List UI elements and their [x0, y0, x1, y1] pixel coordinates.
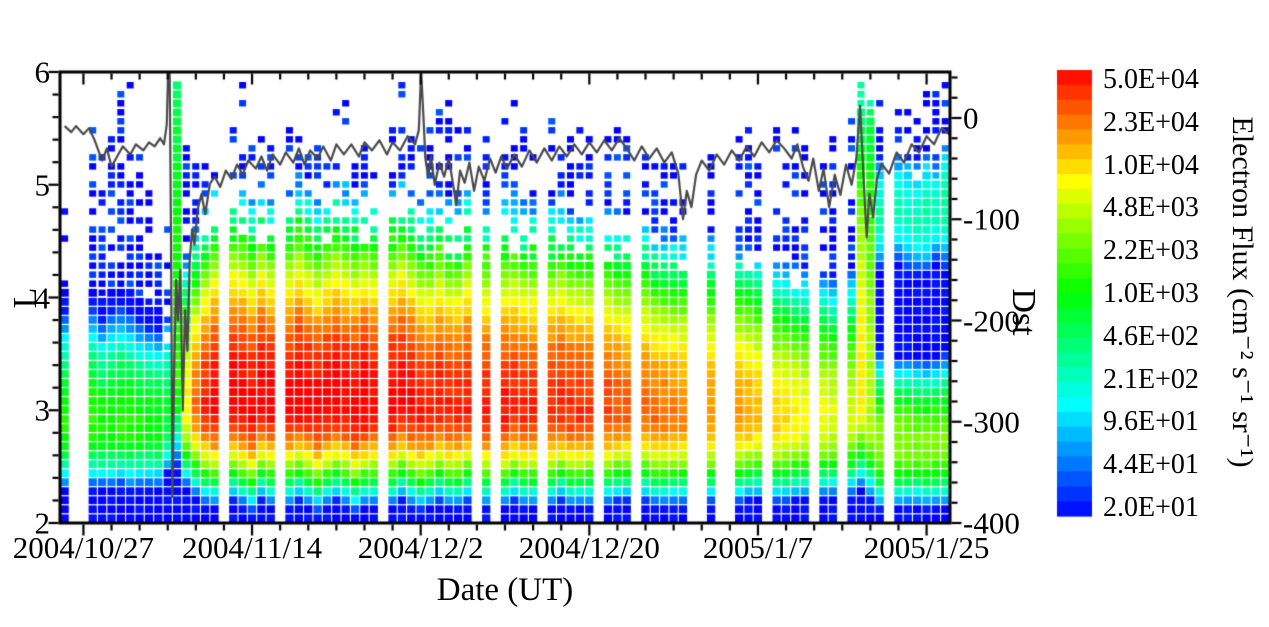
l-tick-label: 2 — [34, 505, 51, 541]
colorbar-tick-label: 4.4E+01 — [1103, 449, 1199, 481]
colorbar-tick-label: 2.0E+01 — [1103, 492, 1199, 523]
dst-tick-label: -200 — [963, 303, 1020, 338]
colorbar-tick-label: 2.1E+02 — [1103, 363, 1199, 395]
l-tick-label: 5 — [34, 167, 51, 203]
dst-tick-label: 0 — [963, 100, 979, 136]
date-axis-label: Date (UT) — [436, 572, 574, 608]
x-tick-label: 2004/12/20 — [518, 530, 660, 565]
dst-tick-label: -300 — [963, 404, 1020, 440]
x-tick-label: 2005/1/7 — [702, 530, 814, 565]
colorbar-tick-label: 2.2E+03 — [1103, 235, 1199, 267]
x-tick-label: 2005/1/25 — [863, 530, 990, 565]
colorbar-tick-label: 5.0E+04 — [1103, 64, 1199, 95]
colorbar-title: Electron Flux (cm⁻² s⁻¹ sr⁻¹) — [1226, 116, 1259, 468]
colorbar-tick-label: 1.0E+03 — [1103, 278, 1199, 309]
dst-tick-label: -100 — [963, 201, 1020, 237]
dst-tick-label: -400 — [963, 505, 1020, 541]
colorbar-tick-label: 2.3E+04 — [1103, 106, 1199, 138]
colorbar-tick-label: 9.6E+01 — [1103, 406, 1199, 438]
x-tick-label: 2004/10/27 — [12, 530, 155, 565]
colorbar-tick-label: 4.8E+03 — [1103, 192, 1199, 224]
l-tick-label: 4 — [34, 280, 51, 315]
x-tick-label: 2004/12/2 — [357, 530, 484, 565]
l-tick-label: 6 — [34, 54, 51, 90]
colorbar-tick-label: 1.0E+04 — [1103, 149, 1199, 181]
colorbar-tick-label: 4.6E+02 — [1103, 320, 1199, 352]
l-tick-label: 3 — [34, 392, 51, 428]
x-tick-label: 2004/11/14 — [182, 530, 323, 565]
